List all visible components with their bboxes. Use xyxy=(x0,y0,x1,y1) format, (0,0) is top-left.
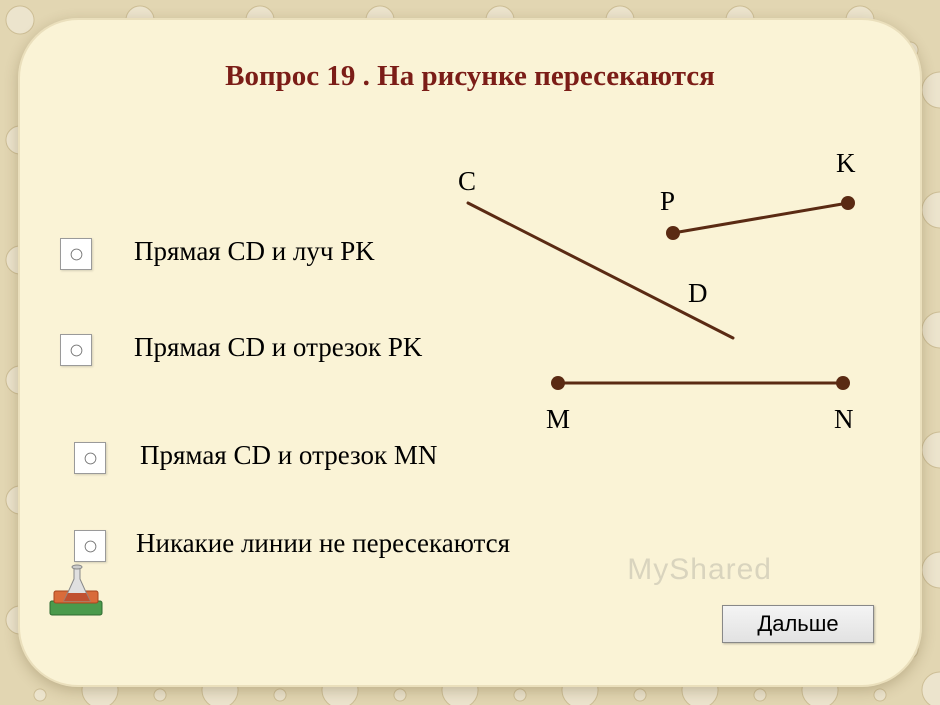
watermark-text: MyShared xyxy=(627,553,772,587)
diagram-label-K: K xyxy=(836,148,856,179)
option-label-4: Никакие линии не пересекаются xyxy=(136,528,510,559)
next-button[interactable]: Дальше xyxy=(722,605,874,643)
option-radio-input-2[interactable] xyxy=(70,344,82,356)
segment-PK xyxy=(673,203,848,233)
option-radio-input-4[interactable] xyxy=(84,540,96,552)
next-button-label: Дальше xyxy=(757,611,838,637)
diagram-label-N: N xyxy=(834,404,854,435)
diagram-label-D: D xyxy=(688,278,708,309)
point-PK-start xyxy=(666,226,680,240)
point-MN-end xyxy=(836,376,850,390)
books-flask-icon xyxy=(46,561,106,631)
option-label-1: Прямая СD и луч РK xyxy=(134,236,375,267)
diagram-label-С: С xyxy=(458,166,476,197)
geometry-diagram: С P K D M N xyxy=(438,148,878,448)
point-PK-end xyxy=(841,196,855,210)
question-card: Вопрос 19 . На рисунке пересекаются Прям… xyxy=(18,18,922,687)
diagram-label-P: P xyxy=(660,186,675,217)
option-radio-input-3[interactable] xyxy=(84,452,96,464)
option-radio-3[interactable] xyxy=(74,442,106,474)
point-MN-start xyxy=(551,376,565,390)
diagram-svg xyxy=(438,148,878,448)
option-radio-2[interactable] xyxy=(60,334,92,366)
option-radio-1[interactable] xyxy=(60,238,92,270)
option-radio-input-1[interactable] xyxy=(70,248,82,260)
option-label-2: Прямая СD и отрезок РK xyxy=(134,332,422,363)
option-label-3: Прямая СD и отрезок MN xyxy=(140,440,437,471)
option-radio-4[interactable] xyxy=(74,530,106,562)
segment-CD xyxy=(468,203,733,338)
diagram-label-M: M xyxy=(546,404,570,435)
question-title: Вопрос 19 . На рисунке пересекаются xyxy=(18,60,922,93)
